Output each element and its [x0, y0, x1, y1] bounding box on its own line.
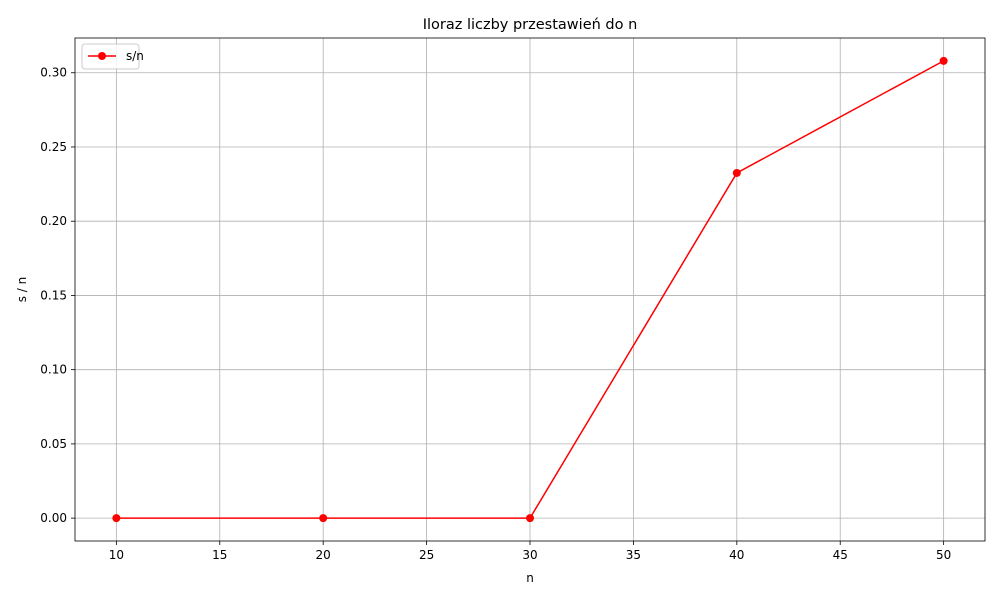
- x-tick-label: 25: [419, 548, 434, 562]
- data-point: [526, 514, 534, 523]
- y-tick-label: 0.30: [40, 66, 67, 80]
- data-point: [939, 56, 948, 65]
- legend: s/n: [81, 43, 144, 70]
- axis-ticks: 10 15 20 25 30 35 40 45 50 0.00 0.05 0.10 0.15 0.20 0.…: [40, 66, 951, 562]
- legend-marker-swatch: [98, 52, 106, 60]
- x-tick-label: 10: [109, 548, 124, 562]
- y-tick-label: 0.10: [40, 363, 67, 377]
- data-point: [732, 168, 741, 177]
- x-axis-label: n: [526, 571, 534, 585]
- y-tick-label: 0.20: [40, 214, 67, 228]
- chart-title: Iloraz liczby przestawień do n: [423, 17, 638, 33]
- x-tick-label: 35: [626, 548, 641, 562]
- data-point: [112, 514, 121, 523]
- grid-lines: [75, 38, 985, 541]
- y-tick-label: 0.00: [40, 511, 67, 525]
- data-point: [319, 514, 328, 523]
- x-tick-label: 20: [316, 548, 331, 562]
- x-tick-label: 30: [522, 548, 537, 562]
- x-tick-label: 50: [936, 548, 951, 562]
- x-tick-label: 45: [833, 548, 848, 562]
- legend-entry: s/n: [126, 49, 144, 63]
- y-tick-label: 0.05: [40, 437, 67, 451]
- y-tick-label: 0.25: [40, 140, 67, 154]
- y-axis-label: s / n: [15, 277, 29, 303]
- series-layer: [112, 56, 948, 523]
- x-tick-label: 40: [729, 548, 744, 562]
- x-tick-label: 15: [212, 548, 227, 562]
- y-tick-label: 0.15: [40, 288, 67, 302]
